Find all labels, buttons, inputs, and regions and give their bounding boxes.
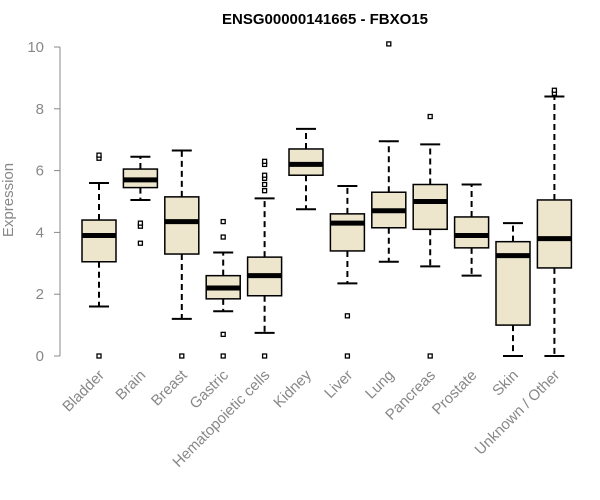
outlier-point bbox=[344, 353, 351, 359]
x-tick-label: Breast bbox=[148, 366, 191, 409]
x-tick-label: Liver bbox=[321, 367, 356, 402]
y-axis-label: Expression bbox=[0, 163, 17, 237]
x-tick-label: Bladder bbox=[59, 367, 108, 416]
box-hematopoietic-cells bbox=[246, 158, 283, 359]
box-gastric bbox=[205, 218, 241, 359]
chart-title: ENSG00000141665 - FBXO15 bbox=[222, 11, 428, 28]
y-tick-label: 6 bbox=[36, 163, 44, 180]
box-pancreas bbox=[412, 113, 448, 359]
box-brain bbox=[122, 155, 159, 246]
outlier-point bbox=[261, 181, 268, 188]
iqr-box bbox=[412, 183, 448, 231]
y-axis: 0 2 4 6 8 10 bbox=[27, 39, 61, 365]
box-unknown-other bbox=[536, 87, 573, 357]
y-tick-label: 2 bbox=[36, 286, 44, 303]
outlier-point bbox=[220, 353, 226, 359]
x-tick-label: Skin bbox=[489, 367, 522, 400]
outlier-point bbox=[220, 331, 226, 338]
outlier-point bbox=[344, 313, 351, 319]
y-tick-label: 8 bbox=[36, 101, 44, 118]
outlier-point bbox=[386, 41, 392, 47]
iqr-box bbox=[164, 196, 200, 255]
x-tick-label: Brain bbox=[112, 367, 149, 404]
outlier-point bbox=[96, 152, 102, 158]
x-tick-label: Kidney bbox=[270, 366, 315, 411]
x-tick-label: Prostate bbox=[429, 367, 481, 419]
box-liver bbox=[329, 185, 366, 359]
outlier-point bbox=[427, 113, 433, 120]
iqr-box bbox=[536, 199, 573, 269]
outlier-point bbox=[96, 353, 102, 359]
outlier-point bbox=[427, 353, 433, 359]
box-skin bbox=[495, 222, 531, 357]
y-tick-label: 0 bbox=[36, 348, 44, 365]
outlier-point bbox=[261, 172, 268, 178]
iqr-box bbox=[453, 216, 490, 249]
outlier-point bbox=[261, 353, 268, 359]
outlier-point bbox=[137, 240, 144, 246]
outlier-point bbox=[551, 87, 558, 93]
outlier-point bbox=[220, 234, 226, 240]
box-kidney bbox=[288, 127, 324, 211]
outlier-point bbox=[220, 218, 226, 225]
y-tick-label: 4 bbox=[36, 224, 44, 241]
box-lung bbox=[371, 41, 407, 263]
box-bladder bbox=[81, 152, 117, 359]
box-breast bbox=[164, 149, 200, 359]
x-tick-label: Lung bbox=[362, 367, 398, 403]
outlier-point bbox=[137, 220, 144, 226]
iqr-box bbox=[329, 213, 366, 252]
outlier-point bbox=[261, 188, 268, 194]
outlier-point bbox=[179, 353, 185, 359]
iqr-box bbox=[81, 219, 117, 263]
box-prostate bbox=[453, 183, 490, 277]
y-tick-label: 10 bbox=[27, 39, 44, 56]
boxes-group bbox=[81, 41, 573, 359]
outlier-point bbox=[261, 158, 268, 164]
